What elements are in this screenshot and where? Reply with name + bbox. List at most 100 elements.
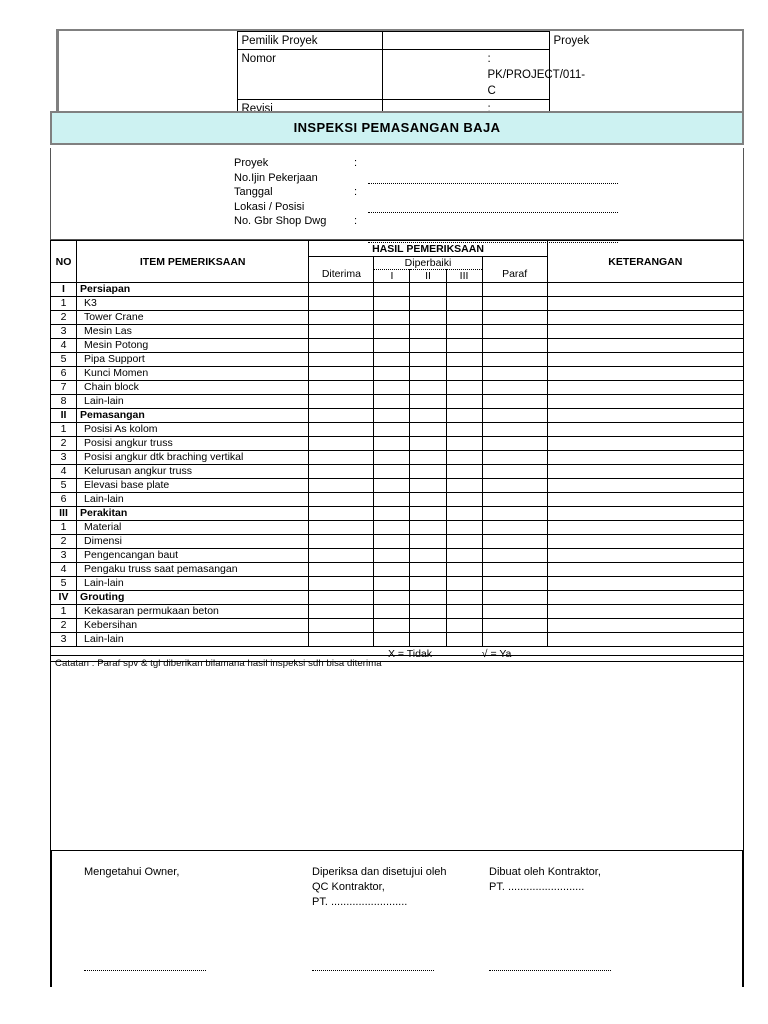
cell-paraf[interactable]	[481, 576, 548, 591]
cell-diperbaiki-i[interactable]	[373, 338, 411, 353]
cell-keterangan[interactable]	[546, 590, 745, 605]
cell-diperbaiki-ii[interactable]	[409, 366, 447, 381]
cell-diperbaiki-i[interactable]	[373, 366, 411, 381]
cell-diperbaiki-i[interactable]	[373, 394, 411, 409]
cell-diperbaiki-iii[interactable]	[445, 450, 483, 465]
cell-paraf[interactable]	[481, 464, 548, 479]
cell-diperbaiki-iii[interactable]	[445, 366, 483, 381]
cell-diperbaiki-i[interactable]	[373, 422, 411, 437]
cell-diterima[interactable]	[308, 632, 375, 647]
cell-diperbaiki-iii[interactable]	[445, 492, 483, 507]
cell-diperbaiki-i[interactable]	[373, 604, 411, 619]
cell-paraf[interactable]	[481, 632, 548, 647]
cell-keterangan[interactable]	[546, 338, 745, 353]
cell-diperbaiki-i[interactable]	[373, 618, 411, 633]
cell-paraf[interactable]	[481, 604, 548, 619]
cell-diterima[interactable]	[308, 548, 375, 563]
cell-diterima[interactable]	[308, 282, 375, 297]
cell-diperbaiki-i[interactable]	[373, 492, 411, 507]
cell-diperbaiki-ii[interactable]	[409, 590, 447, 605]
cell-diperbaiki-ii[interactable]	[409, 506, 447, 521]
cell-diperbaiki-i[interactable]	[373, 310, 411, 325]
cell-paraf[interactable]	[481, 562, 548, 577]
cell-diperbaiki-ii[interactable]	[409, 576, 447, 591]
cell-diperbaiki-iii[interactable]	[445, 296, 483, 311]
cell-keterangan[interactable]	[546, 492, 745, 507]
cell-diperbaiki-iii[interactable]	[445, 548, 483, 563]
cell-diperbaiki-ii[interactable]	[409, 310, 447, 325]
cell-keterangan[interactable]	[546, 632, 745, 647]
cell-diterima[interactable]	[308, 604, 375, 619]
cell-diterima[interactable]	[308, 296, 375, 311]
cell-diperbaiki-iii[interactable]	[445, 282, 483, 297]
cell-diperbaiki-iii[interactable]	[445, 632, 483, 647]
cell-keterangan[interactable]	[546, 296, 745, 311]
cell-diperbaiki-i[interactable]	[373, 352, 411, 367]
cell-diperbaiki-iii[interactable]	[445, 464, 483, 479]
cell-diperbaiki-ii[interactable]	[409, 296, 447, 311]
cell-keterangan[interactable]	[546, 548, 745, 563]
cell-diperbaiki-iii[interactable]	[445, 520, 483, 535]
cell-diperbaiki-iii[interactable]	[445, 576, 483, 591]
cell-diperbaiki-iii[interactable]	[445, 380, 483, 395]
cell-diperbaiki-ii[interactable]	[409, 548, 447, 563]
cell-diperbaiki-i[interactable]	[373, 506, 411, 521]
cell-diperbaiki-ii[interactable]	[409, 352, 447, 367]
cell-diperbaiki-iii[interactable]	[445, 604, 483, 619]
cell-keterangan[interactable]	[546, 464, 745, 479]
cell-diperbaiki-iii[interactable]	[445, 436, 483, 451]
cell-paraf[interactable]	[481, 534, 548, 549]
cell-paraf[interactable]	[481, 520, 548, 535]
cell-diperbaiki-i[interactable]	[373, 534, 411, 549]
cell-diperbaiki-i[interactable]	[373, 464, 411, 479]
cell-diperbaiki-ii[interactable]	[409, 394, 447, 409]
cell-diperbaiki-ii[interactable]	[409, 450, 447, 465]
cell-paraf[interactable]	[481, 436, 548, 451]
cell-paraf[interactable]	[481, 296, 548, 311]
cell-paraf[interactable]	[481, 394, 548, 409]
cell-diperbaiki-iii[interactable]	[445, 478, 483, 493]
cell-diperbaiki-ii[interactable]	[409, 380, 447, 395]
cell-paraf[interactable]	[481, 590, 548, 605]
cell-keterangan[interactable]	[546, 450, 745, 465]
cell-diperbaiki-iii[interactable]	[445, 408, 483, 423]
cell-paraf[interactable]	[481, 408, 548, 423]
cell-diterima[interactable]	[308, 618, 375, 633]
cell-paraf[interactable]	[481, 310, 548, 325]
cell-diterima[interactable]	[308, 394, 375, 409]
cell-diperbaiki-i[interactable]	[373, 436, 411, 451]
cell-diperbaiki-i[interactable]	[373, 408, 411, 423]
cell-diperbaiki-i[interactable]	[373, 548, 411, 563]
cell-diterima[interactable]	[308, 478, 375, 493]
cell-diperbaiki-ii[interactable]	[409, 436, 447, 451]
cell-diterima[interactable]	[308, 492, 375, 507]
cell-keterangan[interactable]	[546, 436, 745, 451]
cell-diterima[interactable]	[308, 380, 375, 395]
cell-paraf[interactable]	[481, 506, 548, 521]
cell-paraf[interactable]	[481, 422, 548, 437]
cell-diperbaiki-i[interactable]	[373, 576, 411, 591]
cell-paraf[interactable]	[481, 618, 548, 633]
cell-keterangan[interactable]	[546, 618, 745, 633]
cell-diterima[interactable]	[308, 310, 375, 325]
cell-diperbaiki-ii[interactable]	[409, 492, 447, 507]
cell-paraf[interactable]	[481, 282, 548, 297]
cell-diterima[interactable]	[308, 562, 375, 577]
cell-diterima[interactable]	[308, 464, 375, 479]
cell-diterima[interactable]	[308, 352, 375, 367]
cell-diperbaiki-iii[interactable]	[445, 394, 483, 409]
cell-keterangan[interactable]	[546, 422, 745, 437]
cell-diterima[interactable]	[308, 436, 375, 451]
cell-keterangan[interactable]	[546, 408, 745, 423]
cell-diterima[interactable]	[308, 408, 375, 423]
cell-diperbaiki-i[interactable]	[373, 520, 411, 535]
cell-diterima[interactable]	[308, 520, 375, 535]
cell-diterima[interactable]	[308, 506, 375, 521]
cell-paraf[interactable]	[481, 548, 548, 563]
cell-paraf[interactable]	[481, 492, 548, 507]
cell-diperbaiki-ii[interactable]	[409, 562, 447, 577]
cell-paraf[interactable]	[481, 450, 548, 465]
cell-diperbaiki-i[interactable]	[373, 450, 411, 465]
cell-diperbaiki-iii[interactable]	[445, 352, 483, 367]
cell-keterangan[interactable]	[546, 366, 745, 381]
